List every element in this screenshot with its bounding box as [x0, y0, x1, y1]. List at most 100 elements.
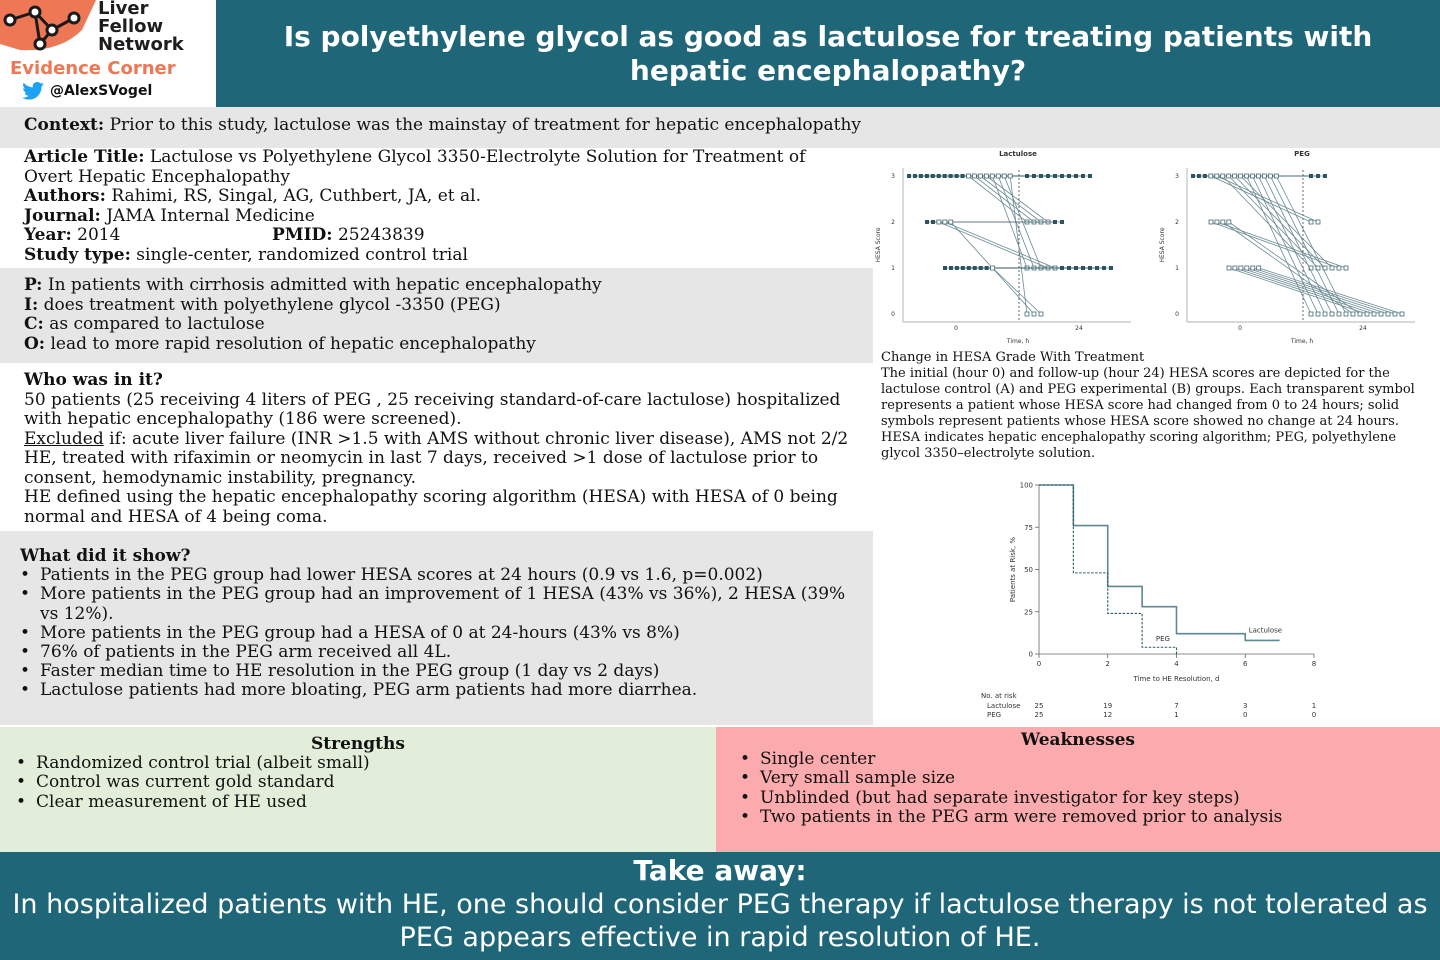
- patient-line: [1216, 221, 1347, 269]
- data-point-end: [1038, 311, 1044, 317]
- strengths-list: Randomized control trial (albeit small) …: [16, 754, 700, 813]
- strengths-section: Strengths Randomized control trial (albe…: [0, 727, 716, 852]
- data-point-start: [936, 219, 942, 225]
- data-point-start: [1250, 173, 1255, 179]
- logo-panel: Liver Fellow Network Evidence Corner @Al…: [0, 0, 216, 107]
- brand-line: Liver: [98, 0, 149, 19]
- patient-line: [1275, 175, 1347, 315]
- caption-body: The initial (hour 0) and follow-up (hour…: [881, 366, 1415, 461]
- y-tick-label: 75: [1024, 524, 1033, 532]
- takeaway-body: In hospitalized patients with HE, one sh…: [12, 889, 1428, 953]
- patient-line: [1009, 175, 1028, 315]
- pico-c-label: C:: [24, 314, 44, 334]
- page-title: Is polyethylene glycol as good as lactul…: [283, 19, 1373, 87]
- patient-line: [1228, 175, 1319, 269]
- pico-o-label: O:: [24, 333, 46, 354]
- data-point-end: [1308, 265, 1314, 271]
- data-point-start: [942, 219, 948, 225]
- year-pmid-row: Year: 2014 PMID: 25243839: [24, 225, 849, 246]
- data-point-start: [989, 173, 995, 179]
- patient-line: [1252, 267, 1396, 315]
- y-tick-label: 3: [1175, 173, 1179, 180]
- pico-p-text: In patients with cirrhosis admitted with…: [47, 275, 602, 295]
- data-point-start: [1220, 219, 1226, 225]
- risk-table-cell: 19: [1103, 702, 1112, 710]
- data-point-end: [1322, 311, 1328, 317]
- evidence-corner-label: Evidence Corner: [10, 58, 176, 79]
- data-point-end: [1315, 219, 1321, 225]
- context-label: Context:: [24, 115, 105, 135]
- list-item: More patients in the PEG group had an im…: [20, 585, 853, 624]
- results-section: What did it show? Patients in the PEG gr…: [0, 531, 873, 725]
- x-tick-label: 6: [1243, 660, 1248, 668]
- patient-line: [1222, 221, 1354, 315]
- data-point-start: [1226, 265, 1232, 271]
- data-point-end: [1336, 265, 1342, 271]
- data-point-start: [1256, 265, 1262, 271]
- data-point-start: [1244, 265, 1250, 271]
- journal: JAMA Internal Medicine: [106, 205, 315, 226]
- list-item: Single center: [740, 750, 1416, 770]
- brand-line: Network: [98, 34, 184, 55]
- y-tick-label: 50: [1024, 566, 1033, 574]
- twitter-bird-icon: [22, 82, 44, 100]
- list-item: Randomized control trial (albeit small): [16, 754, 700, 774]
- study-type-label: Study type:: [24, 244, 131, 265]
- data-point-start: [978, 173, 983, 179]
- data-point-start: [954, 174, 959, 178]
- takeaway-title: Take away:: [633, 854, 807, 887]
- article-info-section: Article Title: Lactulose vs Polyethylene…: [0, 147, 873, 268]
- x-axis-label: Time, h: [1290, 338, 1313, 345]
- study-type: single-center, randomized control trial: [136, 244, 468, 265]
- pico-o-text: lead to more rapid resolution of hepatic…: [50, 333, 536, 354]
- pico-c-text: as compared to lactulose: [49, 314, 265, 334]
- patient-line: [986, 175, 1049, 223]
- twitter-handle[interactable]: @AlexSVogel: [22, 82, 152, 100]
- authors-row: Authors: Rahimi, RS, Singal, AG, Cuthber…: [24, 186, 849, 207]
- data-point-start: [1196, 174, 1201, 178]
- data-point-start: [924, 174, 929, 178]
- patient-line: [1228, 267, 1368, 315]
- header-banner: Is polyethylene glycol as good as lactul…: [216, 0, 1440, 107]
- y-axis-label: HESA Score: [1159, 227, 1166, 262]
- data-point-start: [1250, 265, 1256, 271]
- network-logo-icon: [0, 0, 96, 51]
- x-tick-label: 8: [1312, 660, 1316, 668]
- data-point-start: [966, 266, 971, 270]
- x-tick-label: 0: [954, 325, 958, 332]
- risk-table-row-label: Lactulose: [987, 702, 1020, 710]
- data-point-end: [1031, 311, 1037, 317]
- year: 2014: [77, 225, 121, 245]
- twitter-handle-text: @AlexSVogel: [50, 83, 153, 99]
- y-tick-label: 1: [891, 265, 895, 272]
- data-point-start: [948, 219, 954, 225]
- data-point-start: [990, 265, 995, 271]
- authors-label: Authors:: [24, 186, 106, 206]
- data-point-start: [1001, 173, 1007, 179]
- risk-table-cell: 3: [1243, 702, 1247, 710]
- patient-line: [974, 175, 1035, 223]
- data-point-end: [1357, 311, 1363, 317]
- y-tick-label: 1: [1175, 265, 1179, 272]
- y-axis-label: Patients at Risk, %: [1009, 537, 1017, 602]
- data-point-start: [966, 173, 971, 179]
- weaknesses-list: Single center Very small sample size Unb…: [740, 750, 1416, 828]
- list-item: Clear measurement of HE used: [16, 792, 700, 812]
- data-point-start: [1268, 173, 1273, 179]
- data-point-end: [1308, 311, 1314, 317]
- y-tick-label: 0: [891, 311, 895, 318]
- risk-table-cell: 0: [1312, 711, 1316, 719]
- risk-table-cell: 25: [1035, 711, 1044, 719]
- list-item: Control was current gold standard: [16, 773, 700, 793]
- results-heading: What did it show?: [20, 546, 191, 566]
- chart-title: PEG: [1294, 150, 1310, 158]
- list-item: Lactulose patients had more bloating, PE…: [20, 681, 853, 701]
- data-point-end: [1329, 265, 1335, 271]
- patient-line: [938, 221, 1049, 269]
- takeaway-banner: Take away: In hospitalized patients with…: [0, 852, 1440, 960]
- figure-caption: Change in HESA Grade With Treatment The …: [881, 350, 1437, 462]
- year-label: Year:: [24, 225, 72, 245]
- patient-line: [1258, 175, 1326, 315]
- pmid: 25243839: [337, 225, 425, 245]
